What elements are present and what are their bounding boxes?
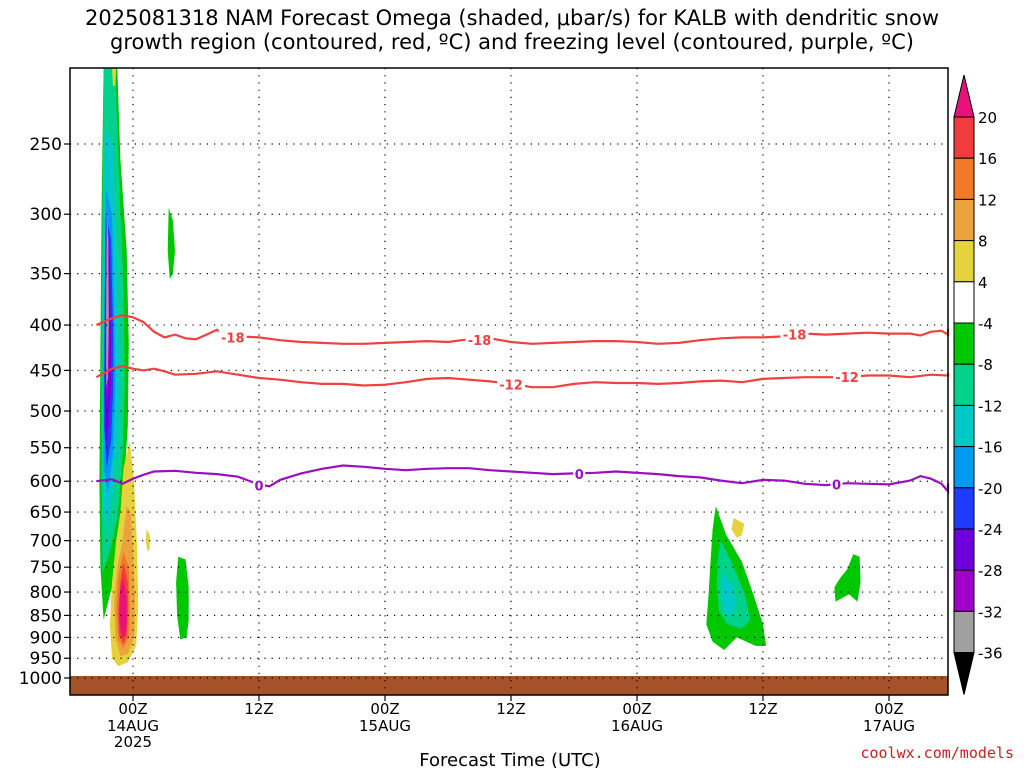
contour-label-bg	[218, 329, 247, 346]
y-tick-label: 850	[30, 606, 62, 626]
contour-label: -18	[468, 334, 492, 349]
colorbar-label: -36	[978, 645, 1003, 663]
contour-line	[95, 314, 950, 345]
x-tick-label: 16AUG	[611, 717, 663, 735]
colorbar-swatch	[953, 363, 975, 406]
colorbar-bottom-arrow	[953, 652, 975, 695]
colorbar-label: -8	[978, 356, 993, 374]
colorbar-swatch	[953, 116, 975, 159]
y-tick-label: 250	[30, 135, 62, 155]
omega-shade	[721, 572, 736, 616]
contour-label-bg	[833, 369, 861, 386]
colorbar-label: -12	[978, 397, 1003, 415]
surface-ground	[70, 676, 948, 695]
contour-label: 0	[254, 480, 263, 495]
contour-label: -12	[499, 379, 523, 394]
y-tick-label: 450	[30, 361, 62, 381]
colorbar-label: 4	[978, 274, 988, 292]
colorbar-top-arrow	[953, 74, 975, 118]
y-tick-label: 500	[30, 402, 62, 422]
title-line-1: 2025081318 NAM Forecast Omega (shaded, μ…	[84, 6, 940, 30]
x-tick-label: 00Z	[874, 700, 903, 718]
colorbar-label: -20	[978, 480, 1003, 498]
title-line-2: growth region (contoured, red, ºC) and f…	[110, 30, 914, 54]
contour-label-bg	[780, 326, 809, 343]
colorbar: 20 16 12 8 4 -4 -8 -12 -16 -20 -24 -28 -32 -36	[953, 74, 1003, 695]
colorbar-swatch	[953, 157, 975, 200]
x-tick-label: 00Z	[622, 700, 651, 718]
x-tick-label: 00Z	[370, 700, 399, 718]
colorbar-label: 12	[978, 191, 997, 209]
colorbar-swatch	[953, 240, 975, 283]
x-tick-label: 2025	[114, 733, 152, 751]
contour-label: 0	[832, 478, 841, 493]
y-tick-label: 800	[30, 583, 62, 603]
omega-shading	[99, 68, 861, 667]
omega-shade	[834, 554, 861, 602]
y-tick-label: 950	[30, 649, 62, 669]
y-axis: 2503003504004505005506006507007508008509…	[19, 135, 70, 689]
y-tick-label: 400	[30, 316, 62, 336]
y-tick-label: 1000	[19, 669, 62, 689]
colorbar-label: 8	[978, 233, 988, 251]
contour-label-bg	[465, 332, 494, 349]
y-tick-label: 900	[30, 628, 62, 648]
contour-label: -18	[221, 331, 245, 346]
x-tick-label: 12Z	[244, 700, 273, 718]
contour-label: -12	[835, 371, 859, 386]
x-tick-label: 17AUG	[863, 717, 915, 735]
x-tick-label: 15AUG	[359, 717, 411, 735]
plot-frame	[69, 67, 949, 696]
colorbar-swatch	[953, 198, 975, 242]
y-tick-label: 650	[30, 503, 62, 523]
colorbar-label: 20	[978, 109, 997, 127]
contour-label-bg	[830, 476, 843, 493]
x-tick-label: 12Z	[496, 700, 525, 718]
source-watermark: coolwx.com/models	[860, 744, 1014, 762]
omega-shade	[112, 68, 117, 86]
colorbar-swatch	[953, 322, 975, 365]
y-tick-label: 350	[30, 265, 62, 285]
omega-shade	[167, 207, 175, 280]
colorbar-label: -24	[978, 521, 1003, 539]
x-tick-label: 12Z	[748, 700, 777, 718]
colorbar-swatch	[953, 404, 975, 448]
chart-title: 2025081318 NAM Forecast Omega (shaded, μ…	[0, 6, 1024, 54]
y-tick-label: 750	[30, 558, 62, 578]
colorbar-label: -32	[978, 603, 1003, 621]
y-tick-label: 550	[30, 439, 62, 459]
colorbar-swatch	[953, 446, 975, 489]
y-tick-label: 700	[30, 532, 62, 552]
contour-line	[96, 464, 950, 495]
contour-label-bg	[573, 466, 586, 483]
colorbar-label: -16	[978, 439, 1003, 457]
omega-shade	[106, 207, 109, 388]
colorbar-label: -28	[978, 562, 1003, 580]
omega-shade	[176, 556, 189, 640]
colorbar-label: 16	[978, 150, 997, 168]
surface-fill	[70, 676, 948, 695]
contour-label: 0	[575, 468, 584, 483]
contour-labels: -18 -18 -18 -12 -12 0 0 0	[218, 326, 861, 495]
colorbar-swatch	[953, 281, 975, 324]
colorbar-swatch	[953, 528, 975, 571]
x-tick-label: 14AUG	[107, 717, 159, 735]
contour-label-bg	[497, 376, 525, 393]
x-tick-label: 00Z	[118, 700, 147, 718]
y-tick-label: 300	[30, 205, 62, 225]
x-axis-label: Forecast Time (UTC)	[419, 750, 600, 768]
omega-shade	[145, 529, 150, 552]
colorbar-swatch	[953, 569, 975, 612]
colorbar-swatch	[953, 487, 975, 530]
colorbar-label: -4	[978, 315, 993, 333]
y-tick-label: 600	[30, 472, 62, 492]
contour-label: -18	[783, 329, 807, 344]
omega-shade	[731, 517, 745, 538]
colorbar-swatch	[953, 610, 975, 654]
contour-label-bg	[253, 477, 265, 494]
